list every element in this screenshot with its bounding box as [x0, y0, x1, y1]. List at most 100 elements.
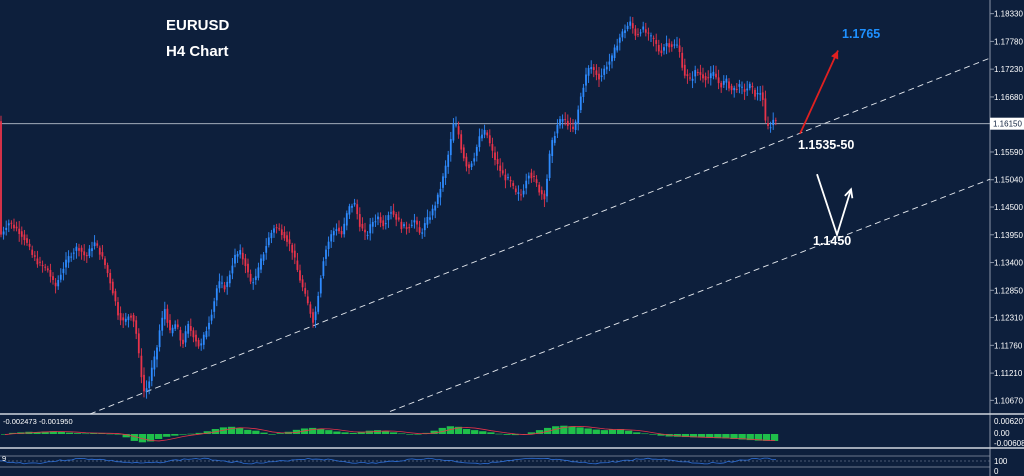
candle-body — [5, 227, 8, 230]
candle-body — [247, 263, 249, 273]
indicator1-bar — [730, 434, 738, 439]
candle-body — [18, 228, 21, 234]
candle-body — [442, 176, 444, 188]
price-tick-label: 1.18330 — [994, 10, 1023, 19]
candle-body — [153, 356, 156, 370]
candle-body — [280, 229, 283, 236]
candle-body — [564, 119, 567, 121]
candle-body — [611, 55, 613, 62]
candle-body — [689, 77, 691, 79]
candle-body — [720, 82, 723, 88]
candle-body — [150, 367, 153, 381]
candle-body — [483, 129, 486, 135]
candle-body — [369, 224, 372, 234]
indicator1-bar — [657, 434, 665, 436]
candle-body — [702, 74, 704, 79]
candle-body — [574, 121, 577, 131]
price-tick-label: 1.14500 — [994, 203, 1023, 212]
indicator1-bar — [33, 432, 41, 434]
candle-body — [496, 159, 499, 165]
indicator1-bar — [746, 434, 754, 441]
candle-body — [78, 248, 80, 251]
annotations: 1.1765 1.1535-50 1.1450 — [798, 27, 880, 248]
support-label: 1.1535-50 — [798, 138, 854, 152]
candle-body — [592, 67, 595, 71]
candle-body — [10, 222, 13, 224]
candle-body — [361, 223, 364, 229]
indicator1-bar — [349, 432, 357, 434]
candle-body — [85, 254, 88, 257]
candle-body — [132, 315, 135, 322]
candle-body — [252, 282, 255, 284]
candle-body — [761, 92, 764, 100]
candle-body — [88, 248, 91, 256]
candle-body — [202, 334, 205, 345]
indicator2-line — [0, 457, 777, 465]
candle-body — [608, 61, 611, 65]
candle-body — [114, 291, 117, 302]
candle-body — [397, 217, 400, 220]
candle-body — [481, 134, 483, 139]
indicator1-bar — [65, 432, 74, 434]
candle-body — [265, 246, 268, 253]
indicator1-bar — [195, 432, 203, 434]
indicator1-bar — [454, 426, 463, 434]
candle-body — [725, 78, 728, 83]
candle-body — [717, 77, 720, 84]
indicator1-bar — [49, 431, 57, 434]
candle-body — [670, 44, 673, 47]
candle-body — [340, 230, 343, 235]
candle-body — [36, 258, 39, 265]
candle-body — [62, 268, 65, 274]
indicator1-bar — [462, 429, 471, 434]
candle-body — [613, 47, 616, 59]
indicator1-bar — [236, 427, 244, 434]
indicator1-bar — [600, 430, 609, 434]
candle-body — [748, 83, 751, 89]
candle-body — [345, 213, 348, 226]
indicator1-bar — [114, 434, 122, 435]
candle-body — [137, 333, 140, 354]
indicator1-bar — [106, 433, 114, 435]
candle-body — [712, 71, 715, 76]
candle-body — [374, 221, 377, 223]
candle-body — [148, 381, 151, 388]
candle-body — [223, 285, 226, 290]
candle-body — [665, 43, 668, 47]
candle-body — [738, 84, 741, 87]
candle-body — [278, 228, 281, 230]
candle-body — [618, 37, 621, 43]
candle-body — [577, 109, 580, 124]
candle-body — [663, 47, 665, 51]
candle-body — [218, 281, 221, 289]
indicator1-bar — [276, 433, 284, 434]
candle-body — [208, 322, 210, 330]
candle-body — [418, 227, 421, 233]
candle-body — [598, 73, 600, 80]
candle-body — [49, 269, 52, 277]
candle-body — [262, 254, 265, 261]
candle-body — [75, 246, 78, 251]
indicator1-tick-label: -0.006087 — [994, 439, 1024, 448]
candle-body — [704, 76, 707, 81]
indicator1-bar — [414, 434, 422, 435]
candle-body — [678, 45, 681, 53]
candle-body — [176, 324, 179, 328]
candle-body — [67, 256, 70, 263]
candle-body — [275, 227, 278, 229]
candle-body — [122, 317, 125, 321]
candle-body — [241, 252, 244, 260]
candle-body — [431, 208, 434, 216]
indicator1-bar — [227, 426, 236, 434]
candle-body — [423, 223, 426, 231]
indicator1-bar — [495, 433, 503, 435]
candle-body — [184, 331, 187, 343]
candle-body — [683, 64, 686, 76]
candle-body — [283, 231, 286, 239]
candle-body — [657, 45, 660, 52]
candle-body — [447, 154, 450, 167]
candle-body — [543, 193, 546, 200]
indicator1-bar — [373, 430, 382, 434]
candle-body — [707, 77, 710, 79]
price-tick-label: 1.15590 — [994, 148, 1023, 157]
